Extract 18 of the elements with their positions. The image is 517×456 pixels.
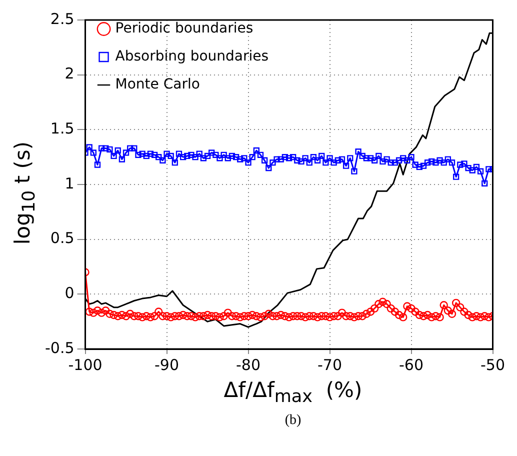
y-tick-label: 2 xyxy=(64,64,74,83)
x-axis-title: Δf/Δf$_{max}$ (%) xyxy=(222,378,364,408)
y-tick-label: 2.5 xyxy=(50,10,74,28)
legend-label: Absorbing boundaries xyxy=(115,48,269,65)
x-tick-label: -100 xyxy=(68,356,102,374)
x-tick-label: -50 xyxy=(480,356,505,374)
y-tick-label: 0.5 xyxy=(50,229,74,248)
legend-label: Monte Carlo xyxy=(115,76,200,93)
y-tick-label: 1 xyxy=(64,174,74,192)
legend-label: Periodic boundaries xyxy=(115,20,254,37)
x-tick-label: -70 xyxy=(318,356,342,374)
x-tick-label: -60 xyxy=(399,356,424,374)
x-tick-label: -80 xyxy=(236,356,261,374)
y-tick-label: 0 xyxy=(64,284,74,302)
x-tick-label: -90 xyxy=(154,356,180,374)
y-tick-label: -0.5 xyxy=(44,338,74,357)
text: (b) xyxy=(284,413,302,430)
y-tick-label: 1.5 xyxy=(50,120,74,138)
